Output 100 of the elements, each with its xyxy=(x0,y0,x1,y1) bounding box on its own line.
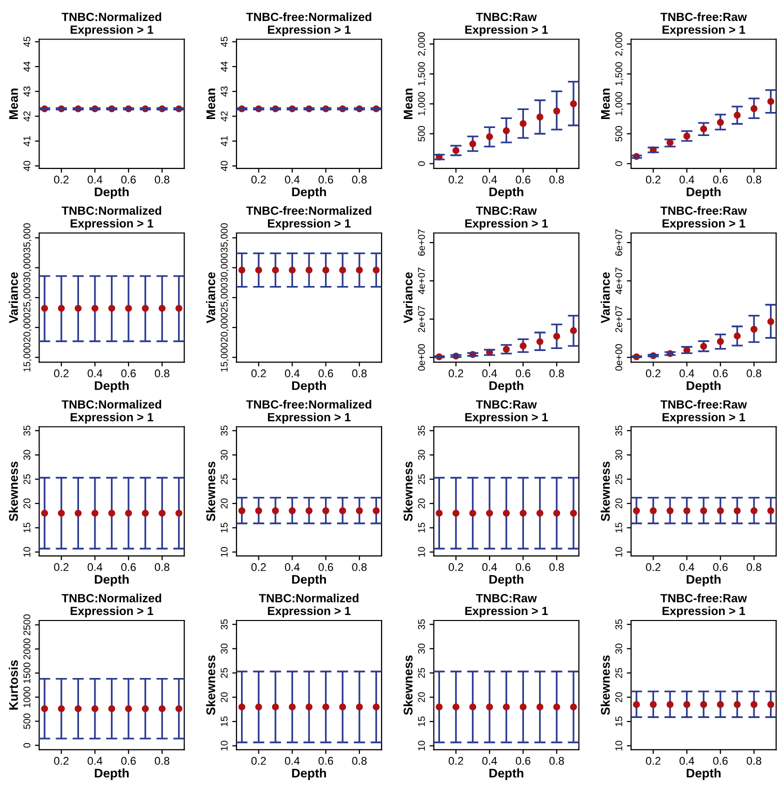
x-tick-label: 0.4 xyxy=(284,756,300,765)
x-tick-label: 0.2 xyxy=(251,176,266,184)
x-tick-label: 0.8 xyxy=(154,176,170,184)
y-tick-label: 0e+00 xyxy=(615,344,622,371)
y-tick-label: 1000 xyxy=(23,686,30,708)
y-tick-label: 10 xyxy=(23,547,30,557)
y-tick-label: 10 xyxy=(418,740,425,750)
x-tick-label: 0.8 xyxy=(746,563,762,572)
y-axis-title: Skewness xyxy=(403,462,413,522)
x-axis-title: Depth xyxy=(292,380,326,393)
y-axis-title: Variance xyxy=(403,272,413,324)
chart-title: TNBC:Normalized Expression > 1 xyxy=(62,12,162,36)
y-axis-title: Mean xyxy=(206,88,216,119)
x-tick-label: 0.6 xyxy=(318,369,334,378)
x-tick-label: 0.8 xyxy=(352,369,367,378)
x-tick-label: 0.4 xyxy=(680,369,694,378)
y-tick-label: 30 xyxy=(615,644,622,654)
y-tick-label: 20 xyxy=(615,692,622,702)
x-tick-label: 0.4 xyxy=(88,563,102,572)
y-tick-label: 35 xyxy=(23,426,30,436)
y-tick-label: 10 xyxy=(220,740,228,750)
y-axis-title: Mean xyxy=(9,88,18,119)
y-tick-label: 25 xyxy=(220,668,228,678)
y-tick-label: 30,000 xyxy=(23,253,32,282)
x-tick-label: 0.6 xyxy=(713,563,728,572)
y-tick-label: 2e+07 xyxy=(615,306,622,332)
x-tick-label: 0.4 xyxy=(680,176,694,184)
x-tick-label: 0.2 xyxy=(448,563,464,572)
y-tick-label: 44 xyxy=(220,61,228,72)
x-tick-label: 0.2 xyxy=(448,756,464,765)
x-tick-label: 0.8 xyxy=(549,176,564,184)
y-tick-label: 2,000 xyxy=(418,32,426,56)
x-tick-label: 0.2 xyxy=(646,369,660,378)
y-tick-label: 1,500 xyxy=(615,62,624,86)
y-tick-label: 10 xyxy=(418,547,425,557)
chart-title: TNBC:Raw Expression > 1 xyxy=(465,206,548,230)
y-tick-label: 15 xyxy=(418,522,425,532)
y-tick-label: 30 xyxy=(220,644,228,654)
x-axis-title: Depth xyxy=(686,187,721,199)
x-tick-label: 0.6 xyxy=(713,369,728,378)
y-axis-title: Variance xyxy=(8,272,18,324)
x-tick-label: 0.4 xyxy=(482,369,497,378)
y-tick-label: 30,000 xyxy=(220,253,229,282)
x-tick-label: 0.4 xyxy=(482,756,497,765)
x-tick-label: 0.6 xyxy=(121,563,136,572)
y-tick-label: 500 xyxy=(23,714,30,729)
x-axis-title: Depth xyxy=(686,768,721,780)
y-tick-label: 10 xyxy=(615,547,622,557)
y-tick-label: 25 xyxy=(418,474,425,484)
y-tick-label: 35 xyxy=(220,426,228,436)
y-tick-label: 25,000 xyxy=(23,283,32,312)
x-tick-label: 0.4 xyxy=(88,756,102,765)
x-axis-title: Depth xyxy=(94,574,129,586)
x-tick-label: 0.2 xyxy=(54,369,69,378)
y-tick-label: 1500 xyxy=(23,662,30,684)
y-tick-label: 2,000 xyxy=(615,32,624,56)
y-axis-title: Mean xyxy=(404,88,413,119)
x-tick-label: 0.8 xyxy=(549,563,564,572)
y-axis-title: Mean xyxy=(601,88,610,119)
y-tick-label: 25 xyxy=(418,668,425,678)
chart-title: TNBC:Normalized Expression > 1 xyxy=(62,594,162,618)
x-axis-title: Depth xyxy=(94,380,129,393)
y-tick-label: 45 xyxy=(24,36,30,47)
y-tick-label: 2e+07 xyxy=(418,306,425,332)
y-tick-label: 35 xyxy=(615,426,622,436)
chart-title: TNBC-free:Raw Expression > 1 xyxy=(660,12,747,36)
y-tick-label: 30 xyxy=(615,450,622,460)
x-axis-title: Depth xyxy=(292,768,326,780)
y-tick-label: 35 xyxy=(418,619,425,630)
x-tick-label: 0.6 xyxy=(318,563,334,572)
y-tick-label: 25 xyxy=(615,474,622,484)
y-tick-label: 25 xyxy=(615,668,622,678)
x-tick-label: 0.2 xyxy=(646,176,660,184)
x-tick-label: 0.6 xyxy=(713,176,728,184)
x-tick-label: 0.2 xyxy=(448,176,464,184)
x-tick-label: 0.2 xyxy=(54,563,69,572)
x-axis-title: Depth xyxy=(489,187,524,199)
x-tick-label: 0.6 xyxy=(516,176,530,184)
y-tick-label: 30 xyxy=(418,644,425,654)
y-tick-label: 1,000 xyxy=(418,92,426,116)
y-tick-label: 35,000 xyxy=(23,223,32,252)
y-axis-title: Skewness xyxy=(206,655,216,715)
y-tick-label: 20 xyxy=(418,498,425,508)
chart-title: TNBC:Normalized Expression > 1 xyxy=(258,594,358,618)
y-tick-label: 40 xyxy=(23,160,30,172)
x-axis-title: Depth xyxy=(94,768,129,780)
y-tick-label: 45 xyxy=(220,36,228,47)
y-tick-label: 35 xyxy=(615,619,622,630)
x-tick-label: 0.4 xyxy=(482,176,497,184)
chart-title: TNBC:Normalized Expression > 1 xyxy=(62,400,162,424)
x-tick-label: 0.8 xyxy=(746,369,762,378)
y-tick-label: 500 xyxy=(615,126,622,142)
x-axis-title: Depth xyxy=(489,380,524,393)
y-tick-label: 0e+00 xyxy=(418,344,425,371)
x-tick-label: 0.2 xyxy=(646,756,660,765)
x-axis-title: Depth xyxy=(292,187,326,199)
x-tick-label: 0.2 xyxy=(251,369,266,378)
chart-title: TNBC-free:Normalized Expression > 1 xyxy=(246,206,372,230)
y-tick-label: 30 xyxy=(23,450,30,460)
y-axis-title: Variance xyxy=(600,272,610,324)
